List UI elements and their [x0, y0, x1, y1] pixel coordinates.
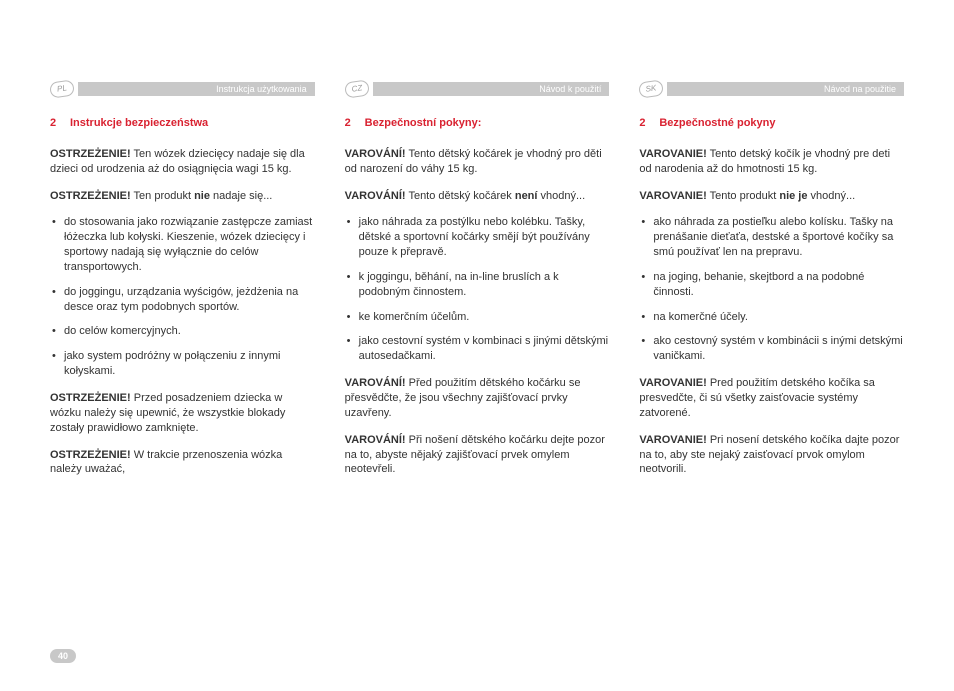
- section-number: 2: [639, 116, 659, 131]
- page-number: 40: [50, 649, 76, 663]
- header-title: Instrukcja użytkowania: [78, 82, 315, 96]
- bullet-list: do stosowania jako rozwiązanie zastępcze…: [50, 215, 315, 379]
- warning-para: VAROVÁNÍ! Při nošení dětského kočárku de…: [345, 433, 610, 478]
- header-title: Návod k použití: [373, 82, 610, 96]
- lang-badge-icon: PL: [49, 79, 75, 98]
- warning-para: OSTRZEŻENIE! W trakcie przenoszenia wózk…: [50, 448, 315, 478]
- list-item: k joggingu, běhání, na in-line bruslích …: [345, 270, 610, 300]
- section-title-text: Instrukcje bezpieczeństwa: [70, 117, 208, 129]
- list-item: na komerčné účely.: [639, 310, 904, 325]
- section-number: 2: [345, 116, 365, 131]
- warning-para: VAROVANIE! Tento detský kočík je vhodný …: [639, 147, 904, 177]
- column-sk: SK Návod na použitie 2Bezpečnostné pokyn…: [639, 80, 904, 489]
- header-bar: CZ Návod k použití: [345, 80, 610, 98]
- section-title-text: Bezpečnostné pokyny: [659, 117, 775, 129]
- header-title: Návod na použitie: [667, 82, 904, 96]
- section-title: 2Bezpečnostné pokyny: [639, 116, 904, 131]
- list-item: ako cestovný systém v kombinácii s inými…: [639, 334, 904, 364]
- list-item: jako náhrada za postýlku nebo kolébku. T…: [345, 215, 610, 260]
- column-cz: CZ Návod k použití 2Bezpečnostní pokyny:…: [345, 80, 610, 489]
- warning-para: OSTRZEŻENIE! Przed posadzeniem dziecka w…: [50, 391, 315, 436]
- warning-para: VAROVÁNÍ! Tento dětský kočárek není vhod…: [345, 189, 610, 204]
- warning-para: VAROVÁNÍ! Tento dětský kočárek je vhodný…: [345, 147, 610, 177]
- lang-badge-icon: CZ: [344, 79, 370, 98]
- section-title: 2Bezpečnostní pokyny:: [345, 116, 610, 131]
- warning-para: OSTRZEŻENIE! Ten produkt nie nadaje się.…: [50, 189, 315, 204]
- content-columns: PL Instrukcja użytkowania 2Instrukcje be…: [50, 80, 904, 489]
- list-item: na joging, behanie, skejtbord a na podob…: [639, 270, 904, 300]
- lang-badge-icon: SK: [638, 79, 664, 98]
- section-title-text: Bezpečnostní pokyny:: [365, 117, 482, 129]
- bullet-list: ako náhrada za postieľku alebo kolísku. …: [639, 215, 904, 364]
- header-bar: PL Instrukcja użytkowania: [50, 80, 315, 98]
- warning-para: VAROVANIE! Tento produkt nie je vhodný..…: [639, 189, 904, 204]
- warning-para: VAROVANIE! Pri nosení detského kočíka da…: [639, 433, 904, 478]
- warning-para: VAROVANIE! Pred použitím detského kočíka…: [639, 376, 904, 421]
- list-item: ke komerčním účelům.: [345, 310, 610, 325]
- list-item: jako cestovní systém v kombinaci s jiným…: [345, 334, 610, 364]
- header-bar: SK Návod na použitie: [639, 80, 904, 98]
- column-pl: PL Instrukcja użytkowania 2Instrukcje be…: [50, 80, 315, 489]
- list-item: jako system podróżny w połączeniu z inny…: [50, 349, 315, 379]
- section-title: 2Instrukcje bezpieczeństwa: [50, 116, 315, 131]
- list-item: ako náhrada za postieľku alebo kolísku. …: [639, 215, 904, 260]
- section-number: 2: [50, 116, 70, 131]
- list-item: do stosowania jako rozwiązanie zastępcze…: [50, 215, 315, 274]
- bullet-list: jako náhrada za postýlku nebo kolébku. T…: [345, 215, 610, 364]
- warning-para: OSTRZEŻENIE! Ten wózek dziecięcy nadaje …: [50, 147, 315, 177]
- list-item: do joggingu, urządzania wyścigów, jeżdże…: [50, 285, 315, 315]
- list-item: do celów komercyjnych.: [50, 324, 315, 339]
- warning-para: VAROVÁNÍ! Před použitím dětského kočárku…: [345, 376, 610, 421]
